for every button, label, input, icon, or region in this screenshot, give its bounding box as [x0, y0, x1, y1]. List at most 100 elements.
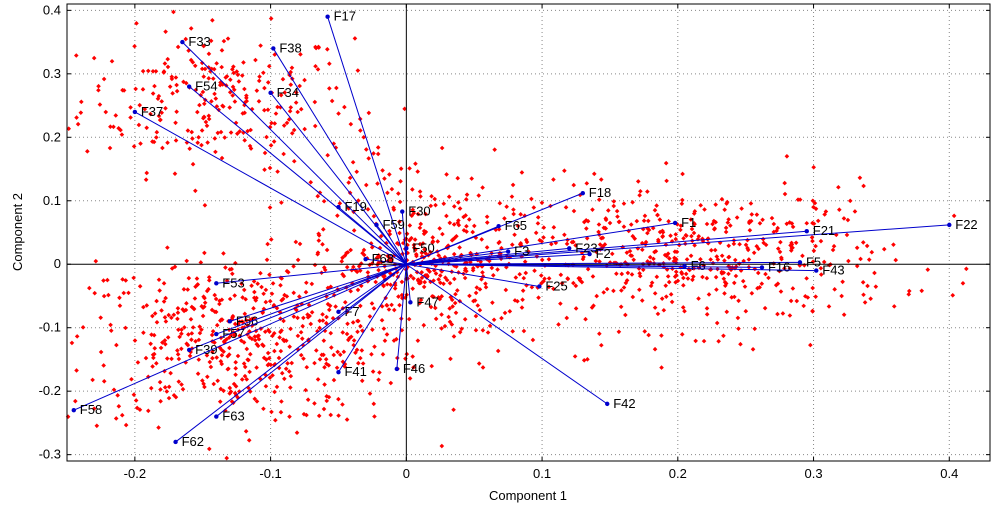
score-point	[317, 325, 322, 331]
score-point	[551, 225, 557, 230]
score-point	[201, 74, 207, 79]
score-point	[340, 359, 346, 365]
score-point	[724, 199, 730, 205]
score-point	[167, 84, 173, 89]
score-point	[386, 307, 392, 312]
score-point	[444, 213, 449, 219]
score-point	[857, 175, 863, 181]
score-point	[285, 361, 290, 366]
score-point	[123, 422, 129, 428]
score-point	[244, 98, 249, 104]
score-point	[847, 198, 853, 204]
score-point	[380, 352, 386, 357]
score-point	[454, 233, 459, 239]
score-point	[751, 250, 757, 256]
score-point	[407, 376, 413, 381]
score-point	[244, 318, 249, 323]
loading-label-f25: F25	[545, 278, 567, 293]
score-point	[263, 357, 269, 362]
score-point	[632, 236, 638, 241]
score-point	[239, 281, 244, 287]
score-point	[169, 356, 174, 362]
score-point	[467, 293, 472, 299]
score-point	[483, 284, 489, 290]
score-point	[818, 265, 824, 271]
loading-label-f17: F17	[334, 9, 356, 24]
score-point	[437, 226, 442, 231]
score-point	[844, 232, 850, 238]
score-point	[645, 189, 650, 194]
score-point	[236, 79, 242, 84]
score-point	[726, 243, 732, 249]
score-point	[598, 177, 604, 182]
score-point	[209, 339, 215, 344]
score-point	[97, 102, 103, 107]
score-point	[131, 144, 137, 149]
score-point	[229, 399, 235, 404]
score-point	[794, 298, 800, 304]
score-point	[413, 161, 418, 167]
score-point	[530, 337, 536, 343]
score-point	[175, 316, 180, 322]
score-point	[132, 338, 138, 343]
score-point	[802, 262, 807, 268]
score-point	[113, 416, 119, 421]
score-point	[280, 296, 286, 302]
score-point	[787, 266, 793, 271]
score-point	[225, 366, 231, 372]
score-point	[190, 325, 196, 330]
score-point	[267, 124, 273, 130]
score-point	[96, 87, 101, 93]
score-point	[272, 389, 277, 395]
score-point	[266, 63, 272, 69]
score-point	[621, 285, 627, 290]
loading-vector-f25	[406, 263, 540, 287]
score-point	[831, 243, 837, 249]
score-point	[195, 371, 201, 377]
score-point	[263, 372, 268, 378]
score-point	[323, 356, 329, 362]
score-point	[172, 264, 178, 270]
score-point	[394, 336, 399, 342]
score-point	[192, 296, 198, 301]
score-point	[492, 147, 497, 152]
score-point	[206, 446, 212, 452]
score-point	[419, 270, 425, 275]
score-point	[239, 338, 244, 343]
score-point	[226, 335, 232, 340]
score-point	[731, 280, 737, 286]
score-point	[389, 302, 394, 308]
score-point	[418, 194, 423, 199]
score-point	[577, 278, 583, 283]
score-point	[480, 365, 486, 370]
score-point	[396, 241, 402, 247]
score-point	[356, 264, 362, 269]
score-point	[709, 247, 714, 253]
score-point	[306, 302, 312, 308]
score-point	[316, 413, 322, 419]
score-point	[625, 270, 631, 276]
loading-point-f43	[814, 268, 819, 273]
score-point	[254, 365, 259, 370]
score-point	[537, 237, 543, 243]
score-point	[268, 16, 274, 21]
score-point	[683, 271, 689, 277]
loading-vector-f38	[272, 48, 407, 265]
score-point	[73, 53, 79, 58]
score-point	[757, 285, 762, 290]
score-point	[512, 232, 517, 238]
score-point	[399, 327, 405, 333]
score-point	[163, 29, 168, 34]
score-point	[298, 329, 304, 335]
score-point	[366, 110, 372, 116]
loading-vector-f41	[338, 263, 407, 373]
score-point	[186, 48, 191, 53]
score-point	[218, 129, 224, 135]
score-point	[209, 99, 214, 104]
score-point	[420, 241, 426, 246]
score-point	[782, 180, 787, 186]
score-point	[228, 130, 234, 135]
score-point	[261, 406, 266, 412]
score-point	[350, 159, 356, 165]
score-point	[693, 338, 698, 344]
